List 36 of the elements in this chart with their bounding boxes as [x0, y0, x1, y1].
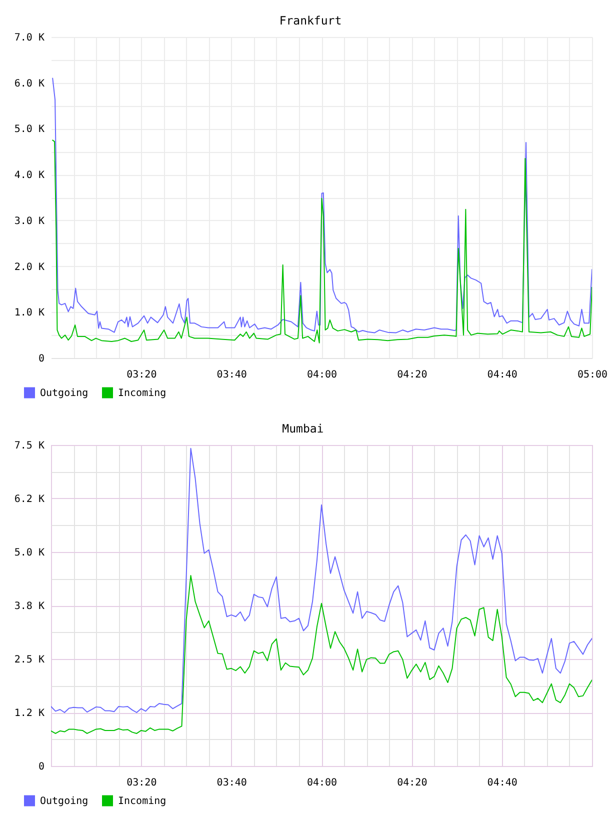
y-tick-label: 6.0 K — [14, 78, 44, 90]
y-tick-label: 0 — [38, 354, 44, 364]
x-tick-label: 03:40 — [216, 370, 247, 380]
x-tick-label: 03:20 — [126, 370, 157, 380]
x-tick-label: 03:20 — [126, 778, 157, 788]
x-tick-label: 04:20 — [397, 778, 428, 788]
x-tick-label: 04:40 — [487, 370, 518, 380]
chart-title: Mumbai — [282, 422, 324, 436]
y-tick-label: 6.2 K — [14, 494, 44, 505]
chart-title: Frankfurt — [279, 14, 342, 28]
line-series — [52, 78, 592, 334]
x-tick-label: 05:00 — [577, 370, 608, 380]
y-tick-label: 3.8 K — [14, 601, 44, 612]
legend-label: Incoming — [118, 796, 166, 807]
line-series — [52, 140, 592, 344]
line-series — [51, 448, 592, 713]
y-tick-label: 5.0 K — [14, 124, 44, 136]
y-tick-label: 7.0 K — [14, 32, 44, 44]
y-tick-label: 2.5 K — [14, 654, 44, 666]
y-tick-label: 7.5 K — [14, 440, 44, 452]
y-tick-label: 0 — [38, 762, 44, 772]
y-tick-label: 2.0 K — [14, 262, 44, 273]
x-tick-label: 03:40 — [216, 778, 247, 788]
y-tick-label: 1.2 K — [14, 708, 44, 719]
y-tick-label: 4.0 K — [14, 170, 44, 182]
x-tick-label: 04:20 — [397, 370, 428, 380]
x-tick-label: 04:00 — [306, 370, 338, 380]
y-tick-label: 5.0 K — [14, 548, 44, 558]
x-tick-label: 04:00 — [306, 778, 338, 788]
x-tick-label: 04:40 — [487, 778, 518, 788]
y-tick-label: 1.0 K — [14, 308, 44, 319]
legend-label: Incoming — [118, 388, 166, 399]
line-series — [51, 575, 592, 734]
legend-label: Outgoing — [40, 388, 88, 399]
legend-label: Outgoing — [40, 796, 88, 807]
y-tick-label: 3.0 K — [14, 216, 44, 227]
